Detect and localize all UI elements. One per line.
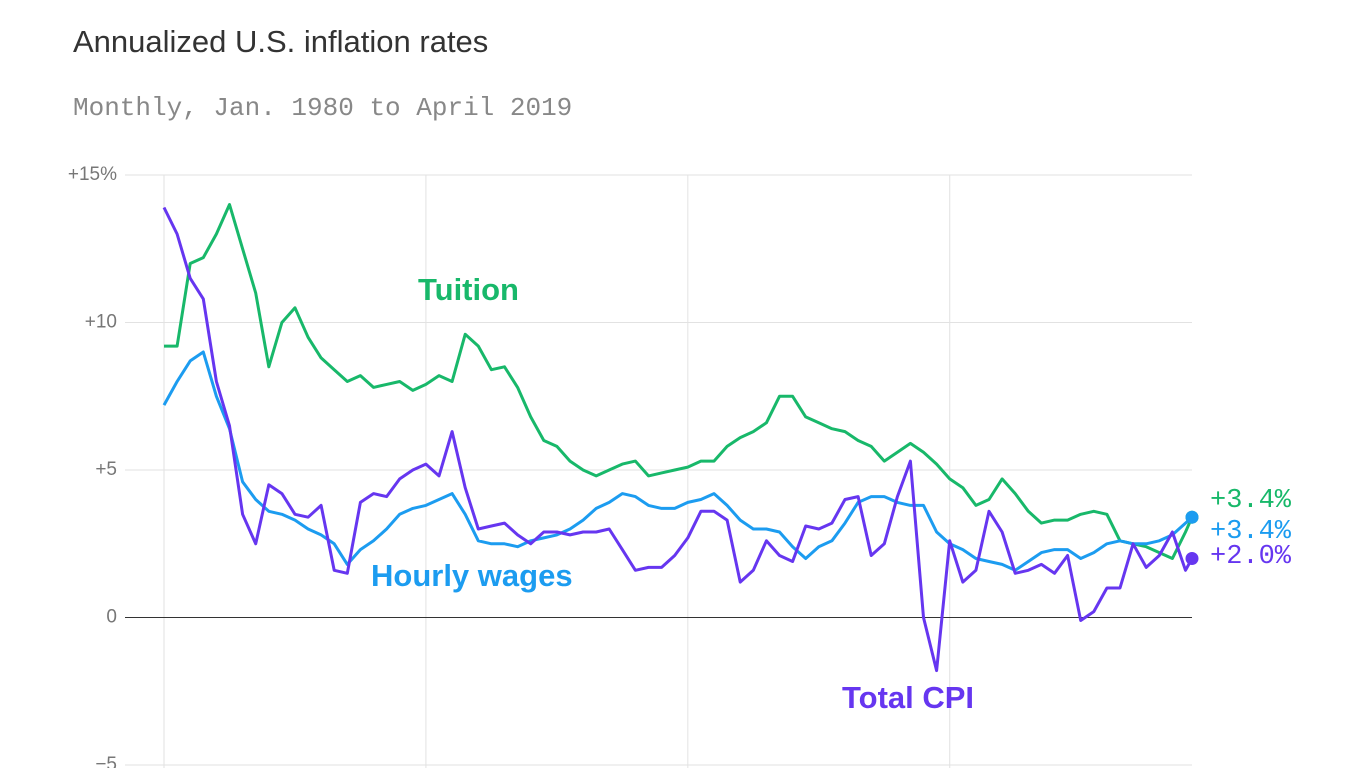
end-dot [1185,510,1199,524]
y-tick-label: −5 [95,754,117,768]
series-annotation: Total CPI [842,680,974,715]
end-dot [1185,552,1199,565]
series-annotation: Tuition [418,272,519,307]
end-label: +3.4% [1210,517,1292,547]
y-tick-label: +10 [85,312,117,333]
series-annotation: Hourly wages [371,558,573,593]
end-label: +2.0% [1210,542,1292,572]
chart-subtitle: Monthly, Jan. 1980 to April 2019 [73,93,572,123]
y-tick-label: 0 [106,607,117,628]
chart-title: Annualized U.S. inflation rates [73,24,488,59]
y-tick-label: +5 [95,459,117,480]
y-tick-label: +15% [68,164,117,185]
end-label: +3.4% [1210,486,1292,516]
series-line [164,203,1194,560]
series-line [162,206,1194,673]
series-line [162,350,1194,572]
